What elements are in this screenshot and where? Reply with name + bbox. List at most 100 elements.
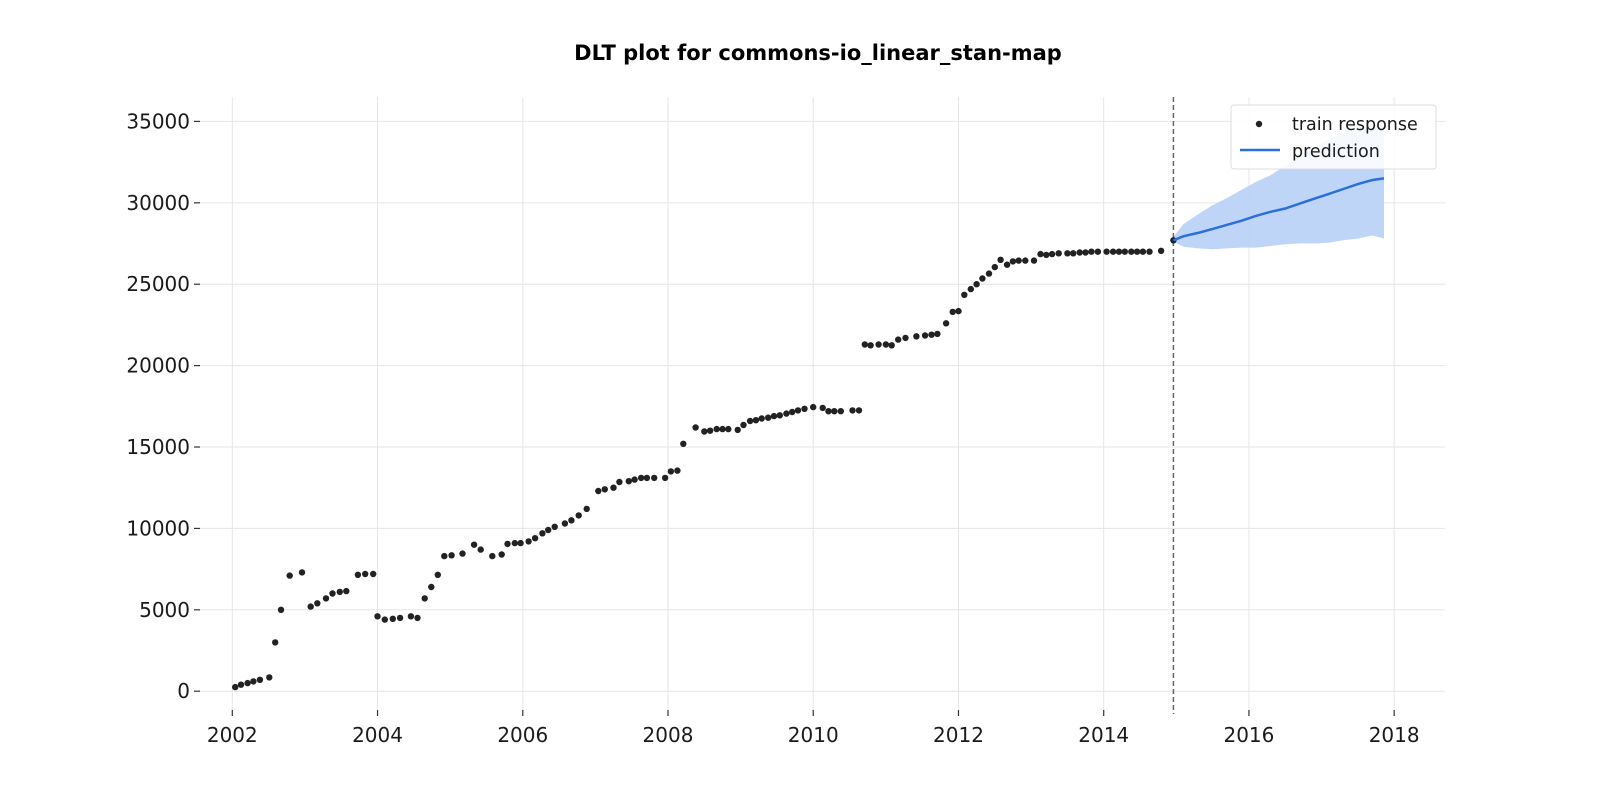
train-point (298, 569, 306, 576)
train-point (979, 275, 986, 282)
legend-prediction-label: prediction (1292, 142, 1380, 162)
x-tick-label: 2012 (933, 723, 984, 747)
train-point (674, 467, 681, 474)
train-point (770, 412, 778, 420)
train-point (1133, 248, 1141, 255)
legend-train-marker (1255, 120, 1263, 128)
x-tick-label: 2004 (352, 723, 403, 747)
train-point (277, 606, 285, 613)
train-point (1088, 248, 1095, 255)
y-tick-label: 30000 (126, 191, 190, 215)
legend-box (1230, 104, 1437, 170)
train-point (961, 291, 968, 298)
train-point (329, 590, 336, 597)
train-point (746, 417, 754, 425)
train-point (734, 426, 741, 434)
train-point (414, 614, 421, 622)
train-point (902, 334, 909, 342)
train-point (561, 520, 569, 527)
train-point (875, 341, 882, 348)
train-point (568, 517, 575, 524)
chart-title: DLT plot for commons-io_linear_stan-map (574, 41, 1062, 65)
train-point (1048, 250, 1056, 258)
train-point (949, 308, 956, 316)
y-tick-label: 5000 (139, 598, 190, 622)
train-point (470, 541, 478, 548)
train-point (525, 538, 532, 545)
train-point (661, 474, 669, 482)
x-tick-label: 2006 (497, 723, 548, 747)
train-point (370, 570, 377, 578)
train-point (322, 595, 330, 602)
train-point (428, 583, 435, 591)
train-point (489, 552, 496, 560)
train-point (1015, 257, 1022, 264)
train-point (1115, 248, 1123, 255)
train-point (895, 336, 902, 343)
train-point (336, 588, 343, 596)
train-point (601, 486, 608, 493)
train-point (498, 551, 505, 558)
x-axis: 2002 2004 2006 2008 2010 2012 2014 2016 2018 (207, 710, 1420, 747)
train-point (725, 425, 732, 433)
train-point (477, 546, 484, 553)
train-point (511, 539, 518, 547)
train-point (921, 332, 929, 339)
train-point (849, 407, 856, 414)
train-point (272, 639, 279, 646)
train-point (1121, 248, 1129, 255)
train-point (1076, 249, 1083, 256)
train-point (789, 408, 796, 416)
train-point (1094, 248, 1102, 255)
legend: train response prediction (1230, 104, 1437, 170)
train-point (713, 425, 720, 433)
prediction-line-group (1172, 177, 1385, 242)
train-point (1103, 248, 1110, 255)
train-point (286, 572, 293, 579)
train-point (374, 613, 381, 620)
train-point (583, 505, 590, 513)
train-point (637, 474, 645, 482)
train-point (448, 552, 455, 559)
train-point (967, 285, 974, 293)
train-point (459, 550, 466, 557)
train-point (551, 523, 558, 530)
train-point (232, 683, 239, 691)
train-point (610, 484, 617, 491)
train-point (1009, 258, 1017, 265)
train-point (888, 342, 895, 349)
train-point (1157, 247, 1165, 254)
train-point (1064, 250, 1071, 257)
train-point (1043, 251, 1050, 259)
x-tick-label: 2010 (788, 723, 839, 747)
train-point (701, 428, 708, 435)
train-point (942, 320, 950, 327)
train-point (991, 263, 998, 271)
x-tick-label: 2016 (1223, 723, 1274, 747)
train-point (616, 478, 623, 486)
train-point (625, 478, 632, 485)
train-point (643, 474, 651, 482)
train-point (1146, 248, 1153, 255)
train-point (1070, 250, 1077, 257)
train-point (740, 421, 747, 429)
y-tick-label: 0 (177, 679, 190, 703)
train-point (595, 487, 602, 495)
train-point (819, 404, 826, 412)
train-point (256, 676, 264, 683)
x-tick-label: 2018 (1369, 723, 1420, 747)
train-point (244, 679, 251, 687)
train-point (396, 614, 404, 622)
train-point (1139, 248, 1147, 255)
y-tick-label: 25000 (126, 272, 190, 296)
train-point (692, 424, 699, 431)
train-point (776, 412, 783, 419)
train-point (307, 603, 314, 610)
train-point (314, 600, 321, 607)
train-point (928, 331, 935, 338)
train-point (362, 570, 369, 578)
train-point (1109, 248, 1117, 255)
train-point (680, 440, 687, 447)
train-point (837, 408, 844, 415)
train-point (1128, 248, 1135, 255)
